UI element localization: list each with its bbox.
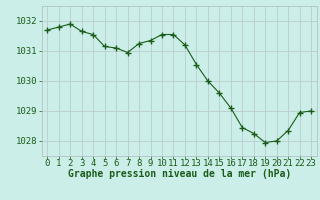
X-axis label: Graphe pression niveau de la mer (hPa): Graphe pression niveau de la mer (hPa) bbox=[68, 169, 291, 179]
